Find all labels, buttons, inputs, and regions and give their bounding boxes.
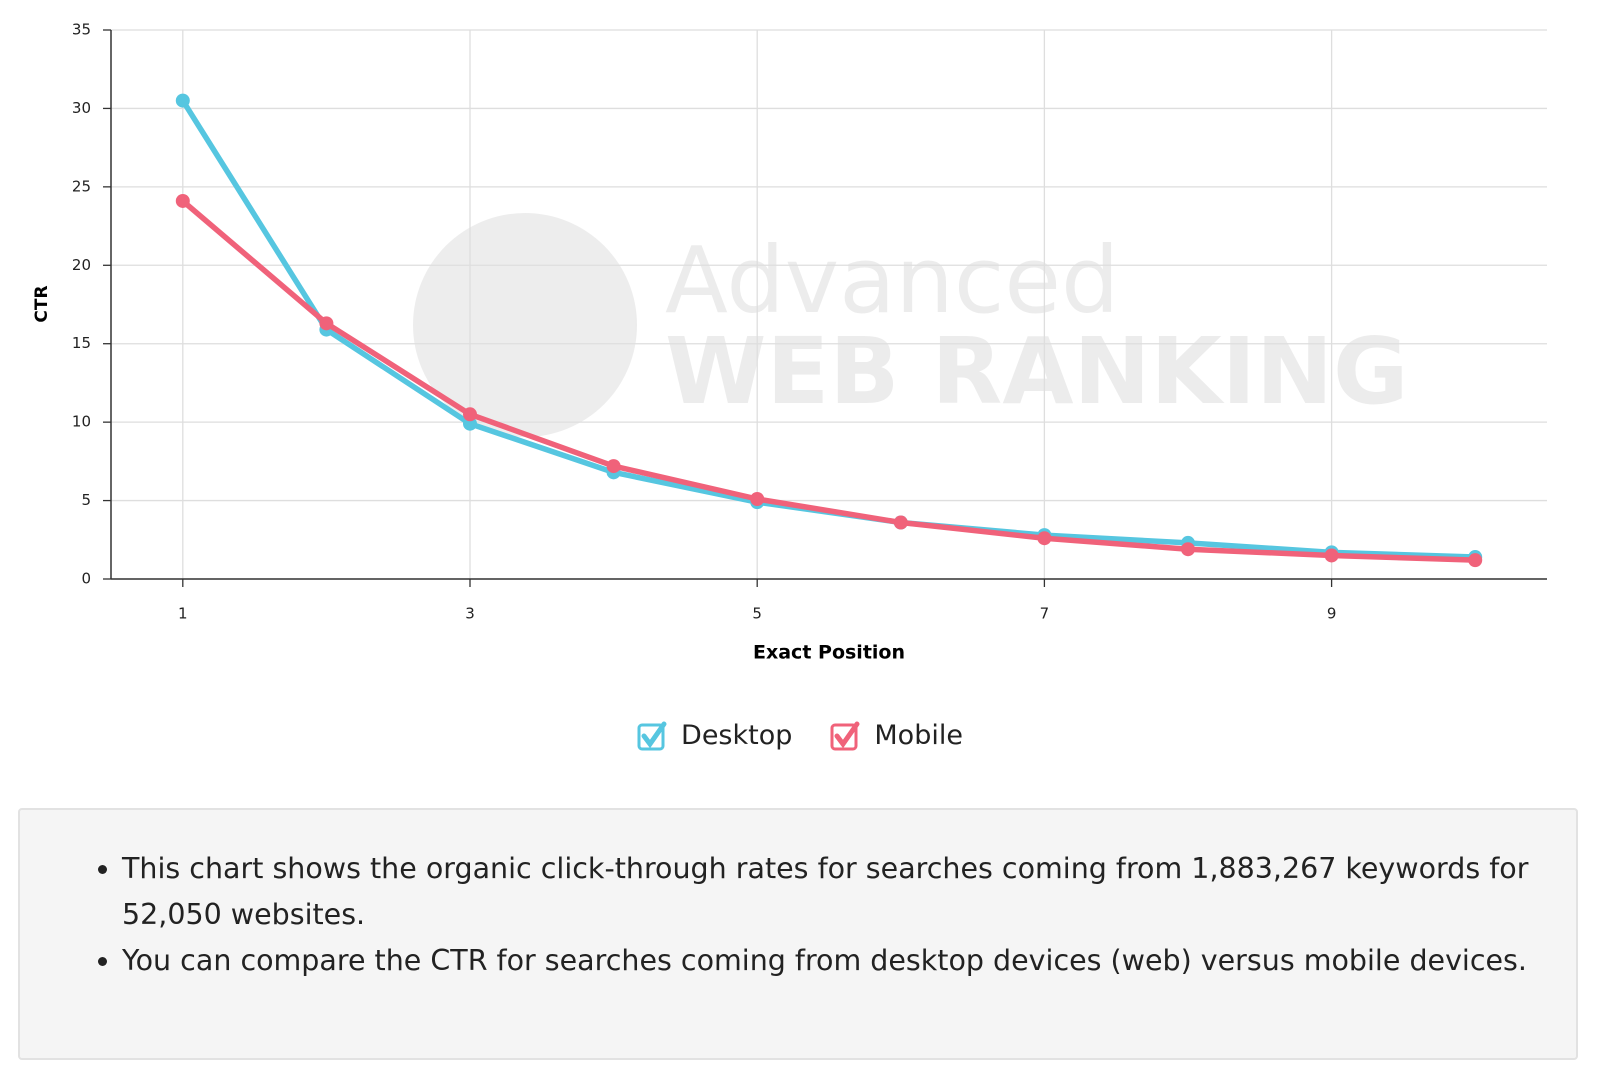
data-point xyxy=(1037,531,1052,546)
chart: Advanced WEB RANKING CTR Exact Position … xyxy=(32,21,1547,664)
data-point xyxy=(175,93,190,108)
data-point xyxy=(463,407,477,422)
watermark-text: Advanced xyxy=(665,227,1119,334)
y-tick-label: 10 xyxy=(72,413,91,431)
legend-item[interactable]: Desktop xyxy=(637,720,792,751)
data-point xyxy=(1324,548,1339,563)
checkbox-check xyxy=(641,721,667,748)
note: You can compare the CTR for searches com… xyxy=(122,938,1536,984)
legend-item[interactable]: Mobile xyxy=(830,720,963,751)
legend-label: Desktop xyxy=(681,720,793,751)
y-tick-label: 0 xyxy=(81,570,91,588)
legend-label: Mobile xyxy=(874,720,963,751)
checkbox-box xyxy=(830,723,858,750)
data-point xyxy=(319,316,334,331)
y-tick-label: 35 xyxy=(72,21,91,39)
data-point xyxy=(175,193,190,208)
y-tick-label: 30 xyxy=(72,99,91,117)
data-point xyxy=(750,492,765,507)
legend-checkbox[interactable] xyxy=(830,721,860,751)
x-tick-label: 7 xyxy=(1040,605,1050,623)
notes-list: This chart shows the organic click-throu… xyxy=(20,810,1576,984)
notes-box: This chart shows the organic click-throu… xyxy=(18,808,1578,1060)
data-point xyxy=(1468,553,1483,568)
y-tick-label: 25 xyxy=(72,177,91,195)
y-tick-label: 20 xyxy=(72,256,91,274)
data-point xyxy=(606,459,621,474)
legend-checkbox[interactable] xyxy=(637,721,667,751)
checkbox-box xyxy=(637,723,665,750)
watermark: Advanced WEB RANKING xyxy=(413,213,1409,437)
data-point xyxy=(893,515,908,530)
y-tick-label: 15 xyxy=(72,334,91,352)
note: This chart shows the organic click-throu… xyxy=(122,846,1536,938)
x-axis-title: Exact Position xyxy=(753,642,905,664)
series-line xyxy=(181,198,1476,563)
watermark-globe xyxy=(413,213,637,437)
data-point xyxy=(1181,542,1195,557)
y-tick-label: 5 xyxy=(81,491,91,509)
legend: Desktop Mobile xyxy=(0,720,1600,751)
x-tick-label: 3 xyxy=(465,605,475,623)
checkbox-check xyxy=(834,721,860,748)
x-tick-label: 1 xyxy=(178,605,188,623)
y-axis-title: CTR xyxy=(32,285,52,322)
watermark-text: WEB RANKING xyxy=(665,318,1409,425)
x-tick-label: 5 xyxy=(752,605,762,623)
x-tick-label: 9 xyxy=(1327,605,1337,623)
